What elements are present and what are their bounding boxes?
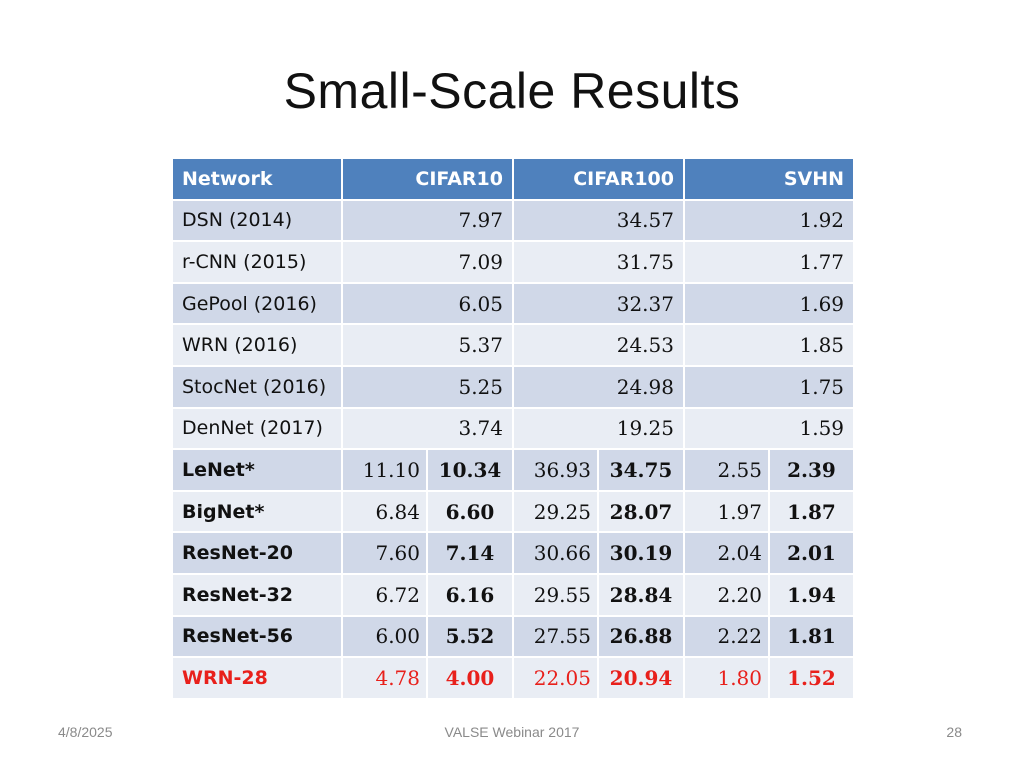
table-row: LeNet* 11.10 10.34 36.93 34.75 2.55 2.39 <box>171 448 856 492</box>
baseline-error-value: 7.60 <box>341 531 428 575</box>
network-name: GePool (2016) <box>171 281 343 326</box>
error-value: 7.97 <box>341 198 514 243</box>
results-table: Network CIFAR10 CIFAR100 SVHN DSN (2014)… <box>171 157 856 700</box>
baseline-error-value: 2.22 <box>683 614 770 659</box>
error-value: 7.09 <box>341 240 514 284</box>
network-name: DenNet (2017) <box>171 406 343 451</box>
network-name: WRN-28 <box>171 656 343 700</box>
error-value: 1.85 <box>682 323 856 367</box>
table-row: StocNet (2016) 5.25 24.98 1.75 <box>171 364 856 409</box>
baseline-error-value: 2.04 <box>683 531 770 575</box>
improved-error-value: 7.14 <box>426 531 514 575</box>
baseline-error-value: 2.55 <box>683 448 770 492</box>
improved-error-value: 5.52 <box>426 614 514 659</box>
baseline-error-value: 29.25 <box>512 489 599 534</box>
error-value: 1.69 <box>682 281 856 326</box>
header-cifar10: CIFAR10 <box>341 157 514 201</box>
improved-error-value: 1.94 <box>767 572 856 617</box>
error-value: 5.25 <box>341 364 514 409</box>
table-row: WRN (2016) 5.37 24.53 1.85 <box>171 323 856 367</box>
baseline-error-value: 29.55 <box>512 572 599 617</box>
network-name: LeNet* <box>171 448 343 492</box>
improved-error-value: 30.19 <box>597 531 685 575</box>
improved-error-value: 1.52 <box>767 656 856 700</box>
error-value: 1.75 <box>682 364 856 409</box>
network-name: DSN (2014) <box>171 198 343 243</box>
improved-error-value: 2.01 <box>767 531 856 575</box>
improved-error-value: 34.75 <box>597 448 685 492</box>
network-name: WRN (2016) <box>171 323 343 367</box>
table-header-row: Network CIFAR10 CIFAR100 SVHN <box>171 157 856 201</box>
baseline-error-value: 1.80 <box>683 656 770 700</box>
improved-error-value: 20.94 <box>597 656 685 700</box>
table-row: DenNet (2017) 3.74 19.25 1.59 <box>171 406 856 451</box>
baseline-error-value: 30.66 <box>512 531 599 575</box>
improved-error-value: 28.84 <box>597 572 685 617</box>
baseline-error-value: 11.10 <box>341 448 428 492</box>
table-row: r-CNN (2015) 7.09 31.75 1.77 <box>171 240 856 284</box>
baseline-error-value: 6.00 <box>341 614 428 659</box>
slide-title: Small-Scale Results <box>283 63 741 119</box>
improved-error-value: 28.07 <box>597 489 685 534</box>
footer-date: 4/8/2025 <box>58 724 113 740</box>
error-value: 1.77 <box>682 240 856 284</box>
baseline-error-value: 2.20 <box>683 572 770 617</box>
footer-page-number: 28 <box>946 724 962 740</box>
table-row: GePool (2016) 6.05 32.37 1.69 <box>171 281 856 326</box>
improved-error-value: 2.39 <box>767 448 856 492</box>
error-value: 1.92 <box>682 198 856 243</box>
network-name: StocNet (2016) <box>171 364 343 409</box>
error-value: 24.53 <box>512 323 685 367</box>
error-value: 6.05 <box>341 281 514 326</box>
baseline-error-value: 27.55 <box>512 614 599 659</box>
table-row: BigNet* 6.84 6.60 29.25 28.07 1.97 1.87 <box>171 489 856 534</box>
table-row: WRN-28 4.78 4.00 22.05 20.94 1.80 1.52 <box>171 656 856 700</box>
error-value: 3.74 <box>341 406 514 451</box>
improved-error-value: 6.60 <box>426 489 514 534</box>
error-value: 5.37 <box>341 323 514 367</box>
network-name: ResNet-20 <box>171 531 343 575</box>
baseline-error-value: 4.78 <box>341 656 428 700</box>
improved-error-value: 1.81 <box>767 614 856 659</box>
improved-error-value: 1.87 <box>767 489 856 534</box>
improved-error-value: 26.88 <box>597 614 685 659</box>
baseline-error-value: 36.93 <box>512 448 599 492</box>
header-network: Network <box>171 157 343 201</box>
footer-event: VALSE Webinar 2017 <box>444 724 580 740</box>
table-row: DSN (2014) 7.97 34.57 1.92 <box>171 198 856 243</box>
header-svhn: SVHN <box>682 157 856 201</box>
error-value: 32.37 <box>512 281 685 326</box>
table-row: ResNet-56 6.00 5.52 27.55 26.88 2.22 1.81 <box>171 614 856 659</box>
network-name: BigNet* <box>171 489 343 534</box>
network-name: ResNet-56 <box>171 614 343 659</box>
error-value: 24.98 <box>512 364 685 409</box>
baseline-error-value: 6.72 <box>341 572 428 617</box>
baseline-error-value: 6.84 <box>341 489 428 534</box>
improved-error-value: 4.00 <box>426 656 514 700</box>
table-row: ResNet-32 6.72 6.16 29.55 28.84 2.20 1.94 <box>171 572 856 617</box>
baseline-error-value: 22.05 <box>512 656 599 700</box>
improved-error-value: 6.16 <box>426 572 514 617</box>
network-name: r-CNN (2015) <box>171 240 343 284</box>
error-value: 34.57 <box>512 198 685 243</box>
error-value: 19.25 <box>512 406 685 451</box>
table-row: ResNet-20 7.60 7.14 30.66 30.19 2.04 2.01 <box>171 531 856 575</box>
network-name: ResNet-32 <box>171 572 343 617</box>
header-cifar100: CIFAR100 <box>512 157 685 201</box>
error-value: 1.59 <box>682 406 856 451</box>
improved-error-value: 10.34 <box>426 448 514 492</box>
baseline-error-value: 1.97 <box>683 489 770 534</box>
error-value: 31.75 <box>512 240 685 284</box>
